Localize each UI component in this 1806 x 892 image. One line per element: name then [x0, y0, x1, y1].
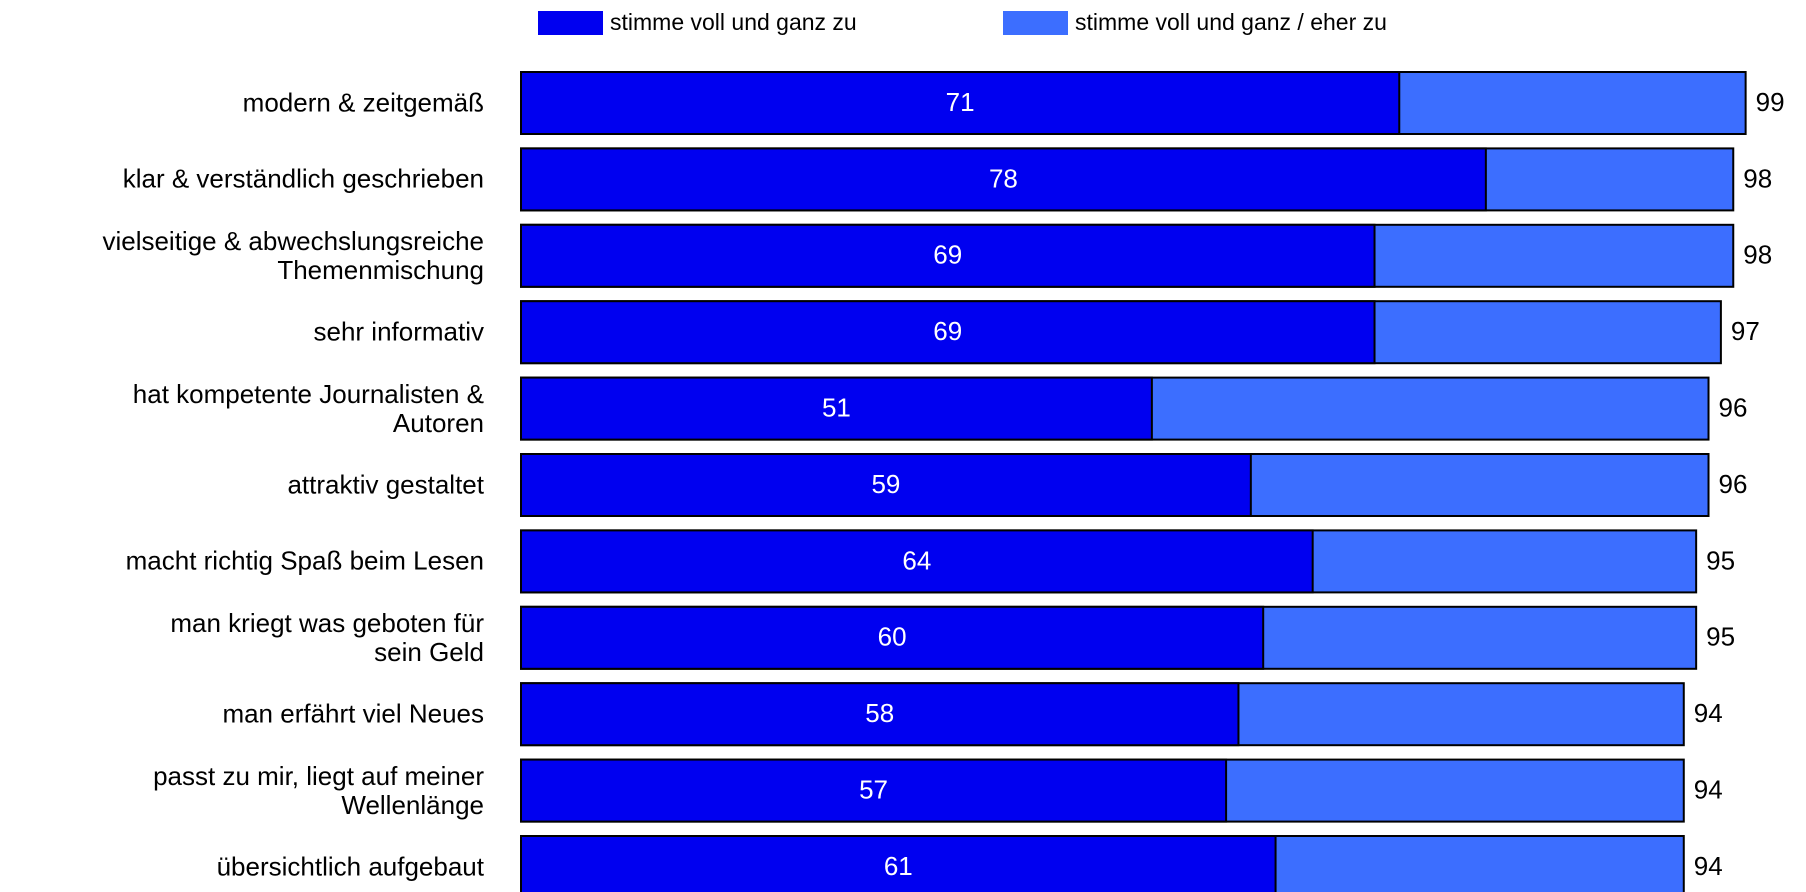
bar [520, 605, 1265, 670]
value-label: 97 [1731, 316, 1760, 346]
value-label: 96 [1719, 469, 1748, 499]
bar [520, 147, 1487, 212]
legend-label: stimme voll und ganz zu [610, 9, 857, 35]
category-label: klar & verständlich geschrieben [122, 163, 484, 194]
bar [520, 300, 1376, 365]
value-label: 98 [1743, 240, 1772, 270]
value-label: 59 [871, 469, 900, 499]
value-label: 57 [859, 774, 888, 804]
legend-swatch [538, 11, 603, 35]
bar [520, 758, 1228, 823]
bar [520, 529, 1314, 594]
category-label: attraktiv gestaltet [287, 469, 484, 500]
legend-label: stimme voll und ganz / eher zu [1075, 9, 1387, 35]
bar [520, 682, 1240, 747]
value-label: 99 [1756, 87, 1785, 117]
value-label: 78 [989, 163, 1018, 193]
category-label: man kriegt was geboten für sein Geld [170, 607, 484, 667]
value-label: 95 [1706, 622, 1735, 652]
value-label: 69 [933, 240, 962, 270]
value-label: 64 [902, 545, 931, 575]
category-label: sehr informativ [313, 316, 485, 347]
bar [520, 71, 1401, 135]
bar [520, 376, 1153, 441]
value-label: 58 [865, 698, 894, 728]
legend-swatch [1003, 11, 1068, 35]
value-label: 94 [1694, 851, 1723, 881]
bar [520, 223, 1376, 288]
value-label: 96 [1719, 392, 1748, 422]
value-label: 60 [878, 622, 907, 652]
bar [520, 453, 1252, 517]
category-label: modern & zeitgemäß [242, 87, 484, 118]
value-label: 98 [1743, 163, 1772, 193]
category-label: man erfährt viel Neues [222, 698, 484, 729]
value-label: 71 [946, 87, 975, 117]
value-label: 95 [1706, 545, 1735, 575]
category-label: übersichtlich aufgebaut [216, 851, 484, 882]
value-label: 94 [1694, 698, 1723, 728]
category-label: macht richtig Spaß beim Lesen [125, 545, 484, 576]
category-label: hat kompetente Journalisten & Autoren [132, 378, 484, 438]
value-label: 61 [884, 851, 913, 881]
value-label: 94 [1694, 774, 1723, 804]
category-label: passt zu mir, liegt auf meiner Wellenlän… [153, 760, 484, 820]
value-label: 69 [933, 316, 962, 346]
value-label: 51 [822, 392, 851, 422]
category-label: vielseitige & abwechslungsreiche Themenm… [102, 225, 484, 285]
bar [520, 835, 1277, 892]
